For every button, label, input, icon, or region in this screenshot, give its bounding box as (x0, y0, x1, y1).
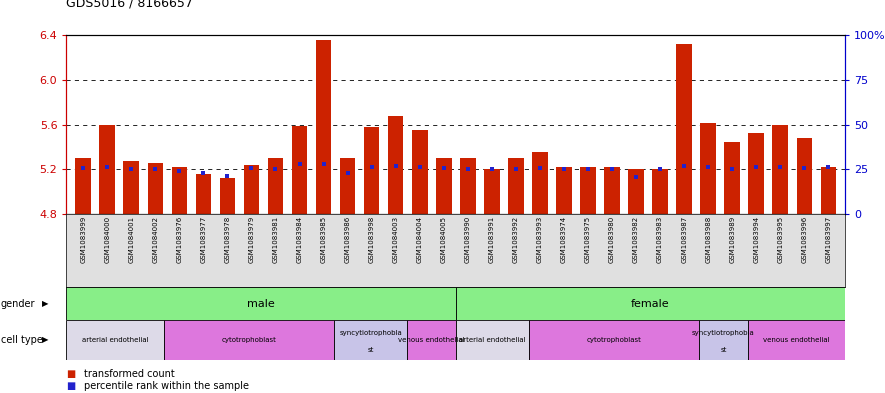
Text: ■: ■ (66, 381, 75, 391)
Bar (725, 141, 740, 214)
Bar (196, 174, 212, 214)
Bar (581, 167, 596, 214)
Text: cell type: cell type (1, 335, 42, 345)
Bar (484, 169, 500, 214)
Text: GSM1083981: GSM1083981 (273, 216, 279, 263)
Bar (99, 125, 115, 214)
Text: GSM1083986: GSM1083986 (344, 216, 350, 263)
Text: gender: gender (1, 299, 35, 309)
Bar (532, 152, 548, 214)
Text: cytotrophoblast: cytotrophoblast (587, 337, 642, 343)
Bar (243, 165, 259, 214)
Text: syncytiotrophobla: syncytiotrophobla (692, 330, 755, 336)
Bar (267, 158, 283, 214)
Text: GSM1083997: GSM1083997 (826, 216, 831, 263)
Text: GSM1084005: GSM1084005 (441, 216, 447, 263)
Bar (796, 138, 812, 214)
Bar (316, 40, 331, 214)
Text: female: female (631, 299, 670, 309)
Text: GSM1083995: GSM1083995 (777, 216, 783, 263)
Text: GSM1084003: GSM1084003 (393, 216, 398, 263)
Bar (388, 116, 404, 214)
Text: GSM1083996: GSM1083996 (801, 216, 807, 263)
Bar (456, 320, 528, 360)
Text: GSM1083979: GSM1083979 (249, 216, 255, 263)
Bar (773, 125, 788, 214)
Text: GSM1083976: GSM1083976 (176, 216, 182, 263)
Bar (436, 158, 451, 214)
Bar (528, 320, 699, 360)
Text: GSM1084002: GSM1084002 (152, 216, 158, 263)
Text: GSM1083985: GSM1083985 (320, 216, 327, 263)
Text: GSM1084004: GSM1084004 (417, 216, 423, 263)
Bar (340, 158, 356, 214)
Text: syncytiotrophobla: syncytiotrophobla (339, 330, 402, 336)
Text: ▶: ▶ (42, 336, 48, 344)
Text: ▶: ▶ (42, 299, 48, 308)
Bar (699, 320, 748, 360)
Bar (172, 167, 187, 214)
Text: male: male (247, 299, 275, 309)
Text: GSM1083978: GSM1083978 (225, 216, 230, 263)
Bar (820, 167, 836, 214)
Bar (219, 178, 235, 214)
Text: GSM1084001: GSM1084001 (128, 216, 135, 263)
Bar (292, 126, 307, 214)
Bar (456, 287, 845, 320)
Bar (364, 127, 380, 214)
Bar (335, 320, 407, 360)
Text: GSM1083999: GSM1083999 (81, 216, 86, 263)
Text: st: st (720, 347, 727, 353)
Bar (676, 44, 692, 214)
Bar (652, 169, 668, 214)
Text: GSM1083984: GSM1083984 (296, 216, 303, 263)
Bar (700, 123, 716, 214)
Text: venous endothelial: venous endothelial (398, 337, 465, 343)
Text: arterial endothelial: arterial endothelial (459, 337, 526, 343)
Text: GSM1083987: GSM1083987 (681, 216, 687, 263)
Text: GSM1083975: GSM1083975 (585, 216, 591, 263)
Text: GSM1084000: GSM1084000 (104, 216, 111, 263)
Bar (66, 287, 456, 320)
Text: st: st (367, 347, 373, 353)
Bar (508, 158, 524, 214)
Text: ■: ■ (66, 369, 75, 379)
Bar (75, 158, 91, 214)
Text: GSM1083982: GSM1083982 (633, 216, 639, 263)
Bar (556, 167, 572, 214)
Text: GSM1083998: GSM1083998 (369, 216, 374, 263)
Bar (407, 320, 456, 360)
Text: GSM1083974: GSM1083974 (561, 216, 567, 263)
Bar (164, 320, 335, 360)
Text: GSM1083977: GSM1083977 (200, 216, 206, 263)
Text: GSM1083980: GSM1083980 (609, 216, 615, 263)
Text: GSM1083989: GSM1083989 (729, 216, 735, 263)
Text: transformed count: transformed count (84, 369, 175, 379)
Text: GSM1083994: GSM1083994 (753, 216, 759, 263)
Bar (412, 130, 427, 214)
Bar (460, 158, 475, 214)
Text: GDS5016 / 8166657: GDS5016 / 8166657 (66, 0, 193, 10)
Text: GSM1083988: GSM1083988 (705, 216, 712, 263)
Bar (66, 320, 164, 360)
Text: GSM1083983: GSM1083983 (657, 216, 663, 263)
Bar (628, 169, 644, 214)
Bar (124, 160, 139, 214)
Text: GSM1083993: GSM1083993 (537, 216, 543, 263)
Text: venous endothelial: venous endothelial (763, 337, 830, 343)
Text: percentile rank within the sample: percentile rank within the sample (84, 381, 249, 391)
Bar (748, 320, 845, 360)
Bar (749, 132, 764, 214)
Bar (148, 163, 163, 214)
Text: GSM1083991: GSM1083991 (489, 216, 495, 263)
Text: GSM1083992: GSM1083992 (513, 216, 519, 263)
Text: arterial endothelial: arterial endothelial (81, 337, 149, 343)
Text: cytotrophoblast: cytotrophoblast (221, 337, 276, 343)
Text: GSM1083990: GSM1083990 (465, 216, 471, 263)
Bar (604, 167, 620, 214)
